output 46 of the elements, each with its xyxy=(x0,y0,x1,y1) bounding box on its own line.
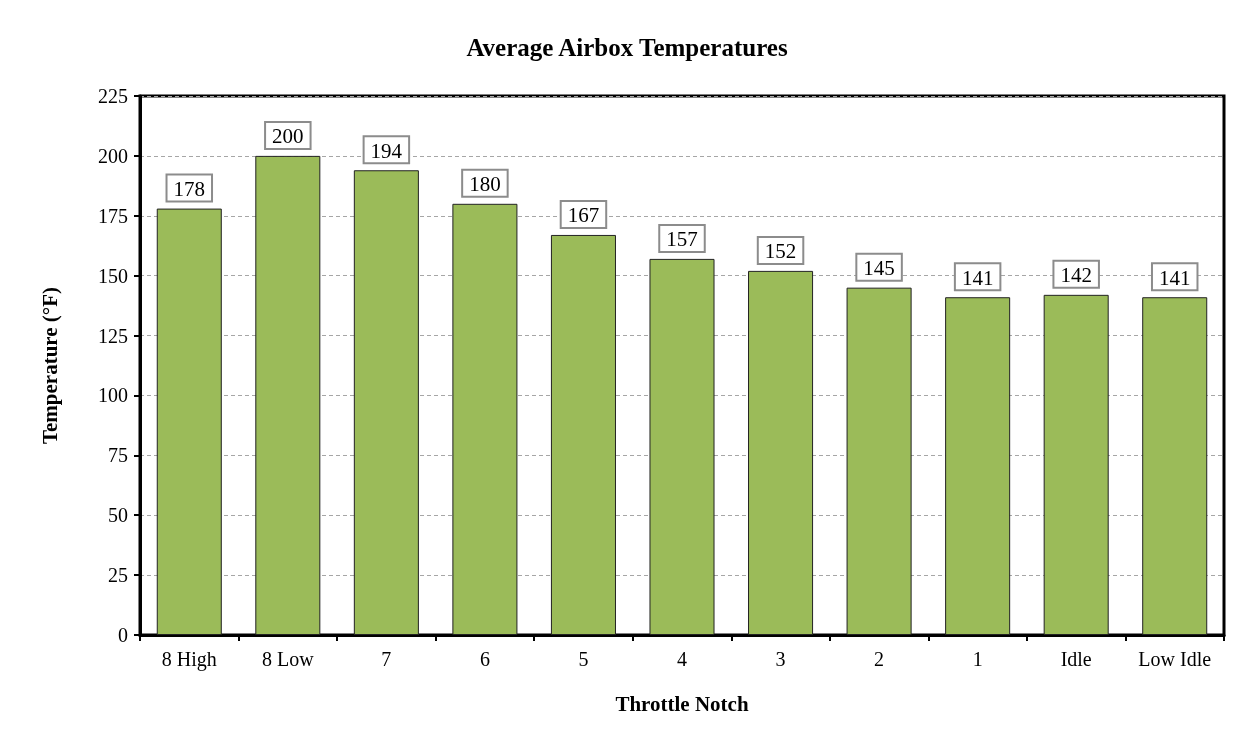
data-label: 157 xyxy=(666,227,698,252)
bar xyxy=(649,258,715,635)
y-tick-label: 200 xyxy=(98,144,128,167)
y-tick-label: 75 xyxy=(108,444,128,467)
data-label: 167 xyxy=(567,203,600,228)
y-tick-label: 50 xyxy=(108,504,128,527)
data-label: 180 xyxy=(469,172,501,197)
x-axis-title: Throttle Notch xyxy=(615,691,749,716)
bar xyxy=(945,297,1011,635)
chart-title: Average Airbox Temperatures xyxy=(466,34,788,61)
x-tick-label: 6 xyxy=(479,648,490,670)
y-tick-label: 0 xyxy=(118,624,128,646)
x-tick-label: 4 xyxy=(677,648,687,670)
x-tick-label: Low Idle xyxy=(1138,648,1212,670)
x-tick-label: 8 Low xyxy=(261,648,315,670)
y-tick-label: 25 xyxy=(108,564,128,587)
data-label: 141 xyxy=(1158,265,1191,290)
y-tick-label: 150 xyxy=(98,264,128,287)
x-tick-label: 5 xyxy=(578,648,589,670)
y-axis-title: Temperature (°F) xyxy=(37,286,62,445)
bar xyxy=(255,155,321,635)
bar xyxy=(550,234,616,635)
data-label: 152 xyxy=(764,239,797,264)
bar xyxy=(156,208,222,635)
bar xyxy=(353,170,419,635)
x-tick-label: 2 xyxy=(874,648,885,670)
y-tick-label: 100 xyxy=(98,384,128,407)
bar xyxy=(748,270,814,635)
data-label: 200 xyxy=(272,124,304,149)
bar xyxy=(1043,294,1109,635)
data-label: 141 xyxy=(961,265,994,290)
data-label: 142 xyxy=(1060,263,1092,288)
x-tick-label: 1 xyxy=(972,648,983,670)
x-tick-label: 7 xyxy=(381,648,392,670)
x-tick-label: 8 High xyxy=(161,648,217,671)
data-label: 178 xyxy=(173,177,206,202)
y-tick-label: 125 xyxy=(98,324,128,347)
y-tick-label: 225 xyxy=(98,85,128,107)
bar xyxy=(846,287,912,635)
data-label: 145 xyxy=(863,256,895,281)
y-tick-label: 175 xyxy=(98,204,128,227)
bar xyxy=(452,203,518,635)
data-label: 194 xyxy=(370,138,403,163)
x-tick-label: Idle xyxy=(1060,648,1092,670)
x-tick-label: 3 xyxy=(775,648,786,670)
bar xyxy=(1142,297,1208,635)
